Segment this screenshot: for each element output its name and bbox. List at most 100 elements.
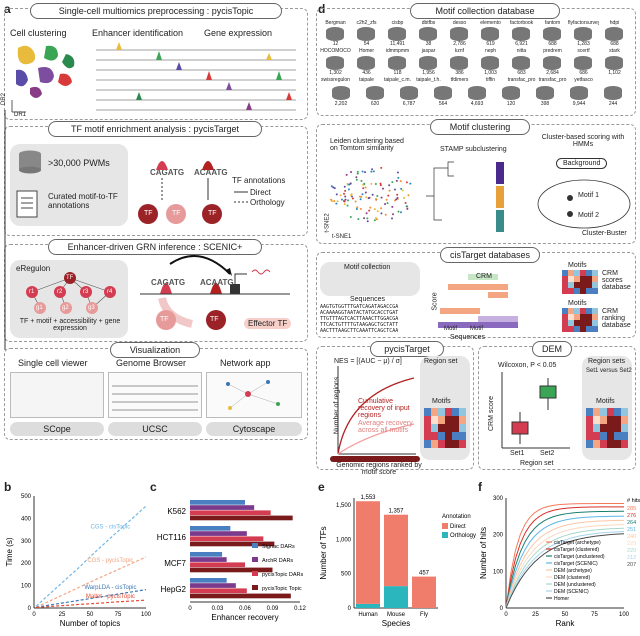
a-enhancer-id-label: Enhancer identification xyxy=(92,28,184,38)
a-cytoscape-label: Cytoscape xyxy=(206,422,302,436)
heatmap-cell xyxy=(452,416,459,424)
a-dr1: DR1 xyxy=(14,112,27,118)
a-dr2: DR2 xyxy=(1,92,8,106)
a-orthology: Orthology xyxy=(250,198,285,207)
a-tf-diagram xyxy=(138,161,222,224)
tsne-point xyxy=(344,198,347,201)
heatmap-cell xyxy=(614,408,621,416)
a-node-tf: TF xyxy=(66,275,74,281)
d-crm-tracks xyxy=(438,274,518,328)
d-crm1: CRM xyxy=(476,273,492,280)
c-bar xyxy=(190,567,273,573)
c-bar xyxy=(190,500,245,505)
a-cell-clustering-label: Cell clustering xyxy=(10,28,67,38)
a-network-graph xyxy=(226,380,280,410)
db-name: kznf xyxy=(454,48,465,54)
b-series-label: WarpLDA - cisTopic xyxy=(84,585,136,591)
b-xlabel: Number of topics xyxy=(60,619,120,628)
c-legend-label: pycisTopic DARs xyxy=(262,572,304,578)
f-hits-value: 212 xyxy=(627,555,636,561)
d-stamp: STAMP subclustering xyxy=(440,146,507,153)
e-legend-title: Annotation xyxy=(442,514,471,520)
f-legend-label: DEM (archetype) xyxy=(554,568,592,574)
a-ucsc-screenshot[interactable] xyxy=(108,372,202,418)
sequence-line: AAGTGTGGTTTGATCAGATAGACCGA xyxy=(320,304,399,310)
tsne-point xyxy=(374,197,377,200)
a-scope-screenshot[interactable] xyxy=(10,372,104,418)
tsne-point xyxy=(388,189,391,192)
e-legend-swatch xyxy=(442,523,448,529)
db-count: 4,693 xyxy=(470,101,484,107)
a-db-cylinder-icon xyxy=(19,150,41,174)
db-name: neph xyxy=(484,48,497,54)
tsne-point xyxy=(370,182,373,185)
tsne-point xyxy=(395,179,398,182)
c-xtick: 0.09 xyxy=(267,606,279,612)
tsne-point xyxy=(404,201,407,204)
tsne-point xyxy=(384,202,387,205)
heatmap-cell xyxy=(424,424,431,432)
db-count: 1,283 xyxy=(577,41,590,47)
heatmap-cell xyxy=(438,440,445,448)
heatmap-cell xyxy=(452,408,459,416)
f-xtick: 50 xyxy=(562,612,569,618)
db-cylinder-icon xyxy=(512,56,530,70)
tsne-point xyxy=(384,213,387,216)
tsne-point xyxy=(355,176,358,179)
heatmap-cell xyxy=(568,288,574,294)
d-hmm-diagram xyxy=(537,179,631,229)
db-cylinder-icon xyxy=(326,56,344,70)
a-tf-node-3: TF xyxy=(208,210,217,217)
tsne-point xyxy=(364,186,367,189)
heatmap-cell xyxy=(574,282,580,288)
f-legend-label: cisTarget (unclustered) xyxy=(554,554,605,560)
d-sequence-lines: AAGTGTGGTTTGATCAGATAGACCGA ACAAAAGGTAATAC… xyxy=(320,304,424,334)
f-xtick: 0 xyxy=(504,612,508,618)
heatmap-cell xyxy=(568,282,574,288)
d-wilcoxon: Wilcoxon, P < 0.05 xyxy=(498,362,557,369)
db-name: cisbp xyxy=(391,20,404,26)
db-cylinder-icon xyxy=(366,86,384,100)
tsne-point xyxy=(359,207,362,210)
db-name: Bergman xyxy=(325,20,346,26)
tsne-point xyxy=(346,204,349,207)
heatmap-cell xyxy=(431,416,438,424)
f-legend-label: Homer xyxy=(554,596,569,602)
f-series-line xyxy=(505,519,625,609)
f-hits-value: 240 xyxy=(627,534,636,540)
db-count: 38 xyxy=(425,41,432,47)
f-legend-label: cisTarget (clustered) xyxy=(554,547,599,553)
db-cylinder-icon xyxy=(357,27,375,41)
db-name: transfac_pro xyxy=(507,77,536,83)
heatmap-cell xyxy=(586,424,593,432)
db-name: stark xyxy=(609,48,620,54)
db-name: nitta xyxy=(516,48,527,54)
e-legend-label: Orthology xyxy=(450,533,476,539)
heatmap-cell xyxy=(607,440,614,448)
a-network-app: Network app xyxy=(220,358,271,368)
a-cytoscape-screenshot[interactable] xyxy=(206,372,302,418)
tsne-point xyxy=(360,179,363,182)
d-set2: Set2 xyxy=(540,450,555,457)
chart-f: 0 100 200 300 0 25 50 75 100 Rank Number of hits 28… xyxy=(479,496,640,628)
a-node-r4: r4 xyxy=(107,289,113,295)
a-node-g2: g2 xyxy=(62,305,69,311)
db-count: 120 xyxy=(506,101,516,107)
tsne-point xyxy=(355,208,358,211)
heatmap-cell xyxy=(568,320,574,326)
heatmap-cell xyxy=(592,288,598,294)
heatmap-cell xyxy=(586,326,592,332)
tsne-point xyxy=(361,170,364,173)
db-count: 118 xyxy=(393,70,402,76)
db-cylinder-icon xyxy=(543,27,561,41)
b-series-line xyxy=(35,556,147,608)
a-tracks xyxy=(96,42,296,111)
heatmap-cell xyxy=(586,308,592,314)
d-sequences-2: Sequences xyxy=(450,334,486,341)
heatmap-cell xyxy=(424,440,431,448)
heatmap-cell xyxy=(621,432,628,440)
heatmap-cell xyxy=(593,408,600,416)
heatmap-cell xyxy=(424,432,431,440)
heatmap-cell xyxy=(562,288,568,294)
heatmap-cell xyxy=(621,416,628,424)
